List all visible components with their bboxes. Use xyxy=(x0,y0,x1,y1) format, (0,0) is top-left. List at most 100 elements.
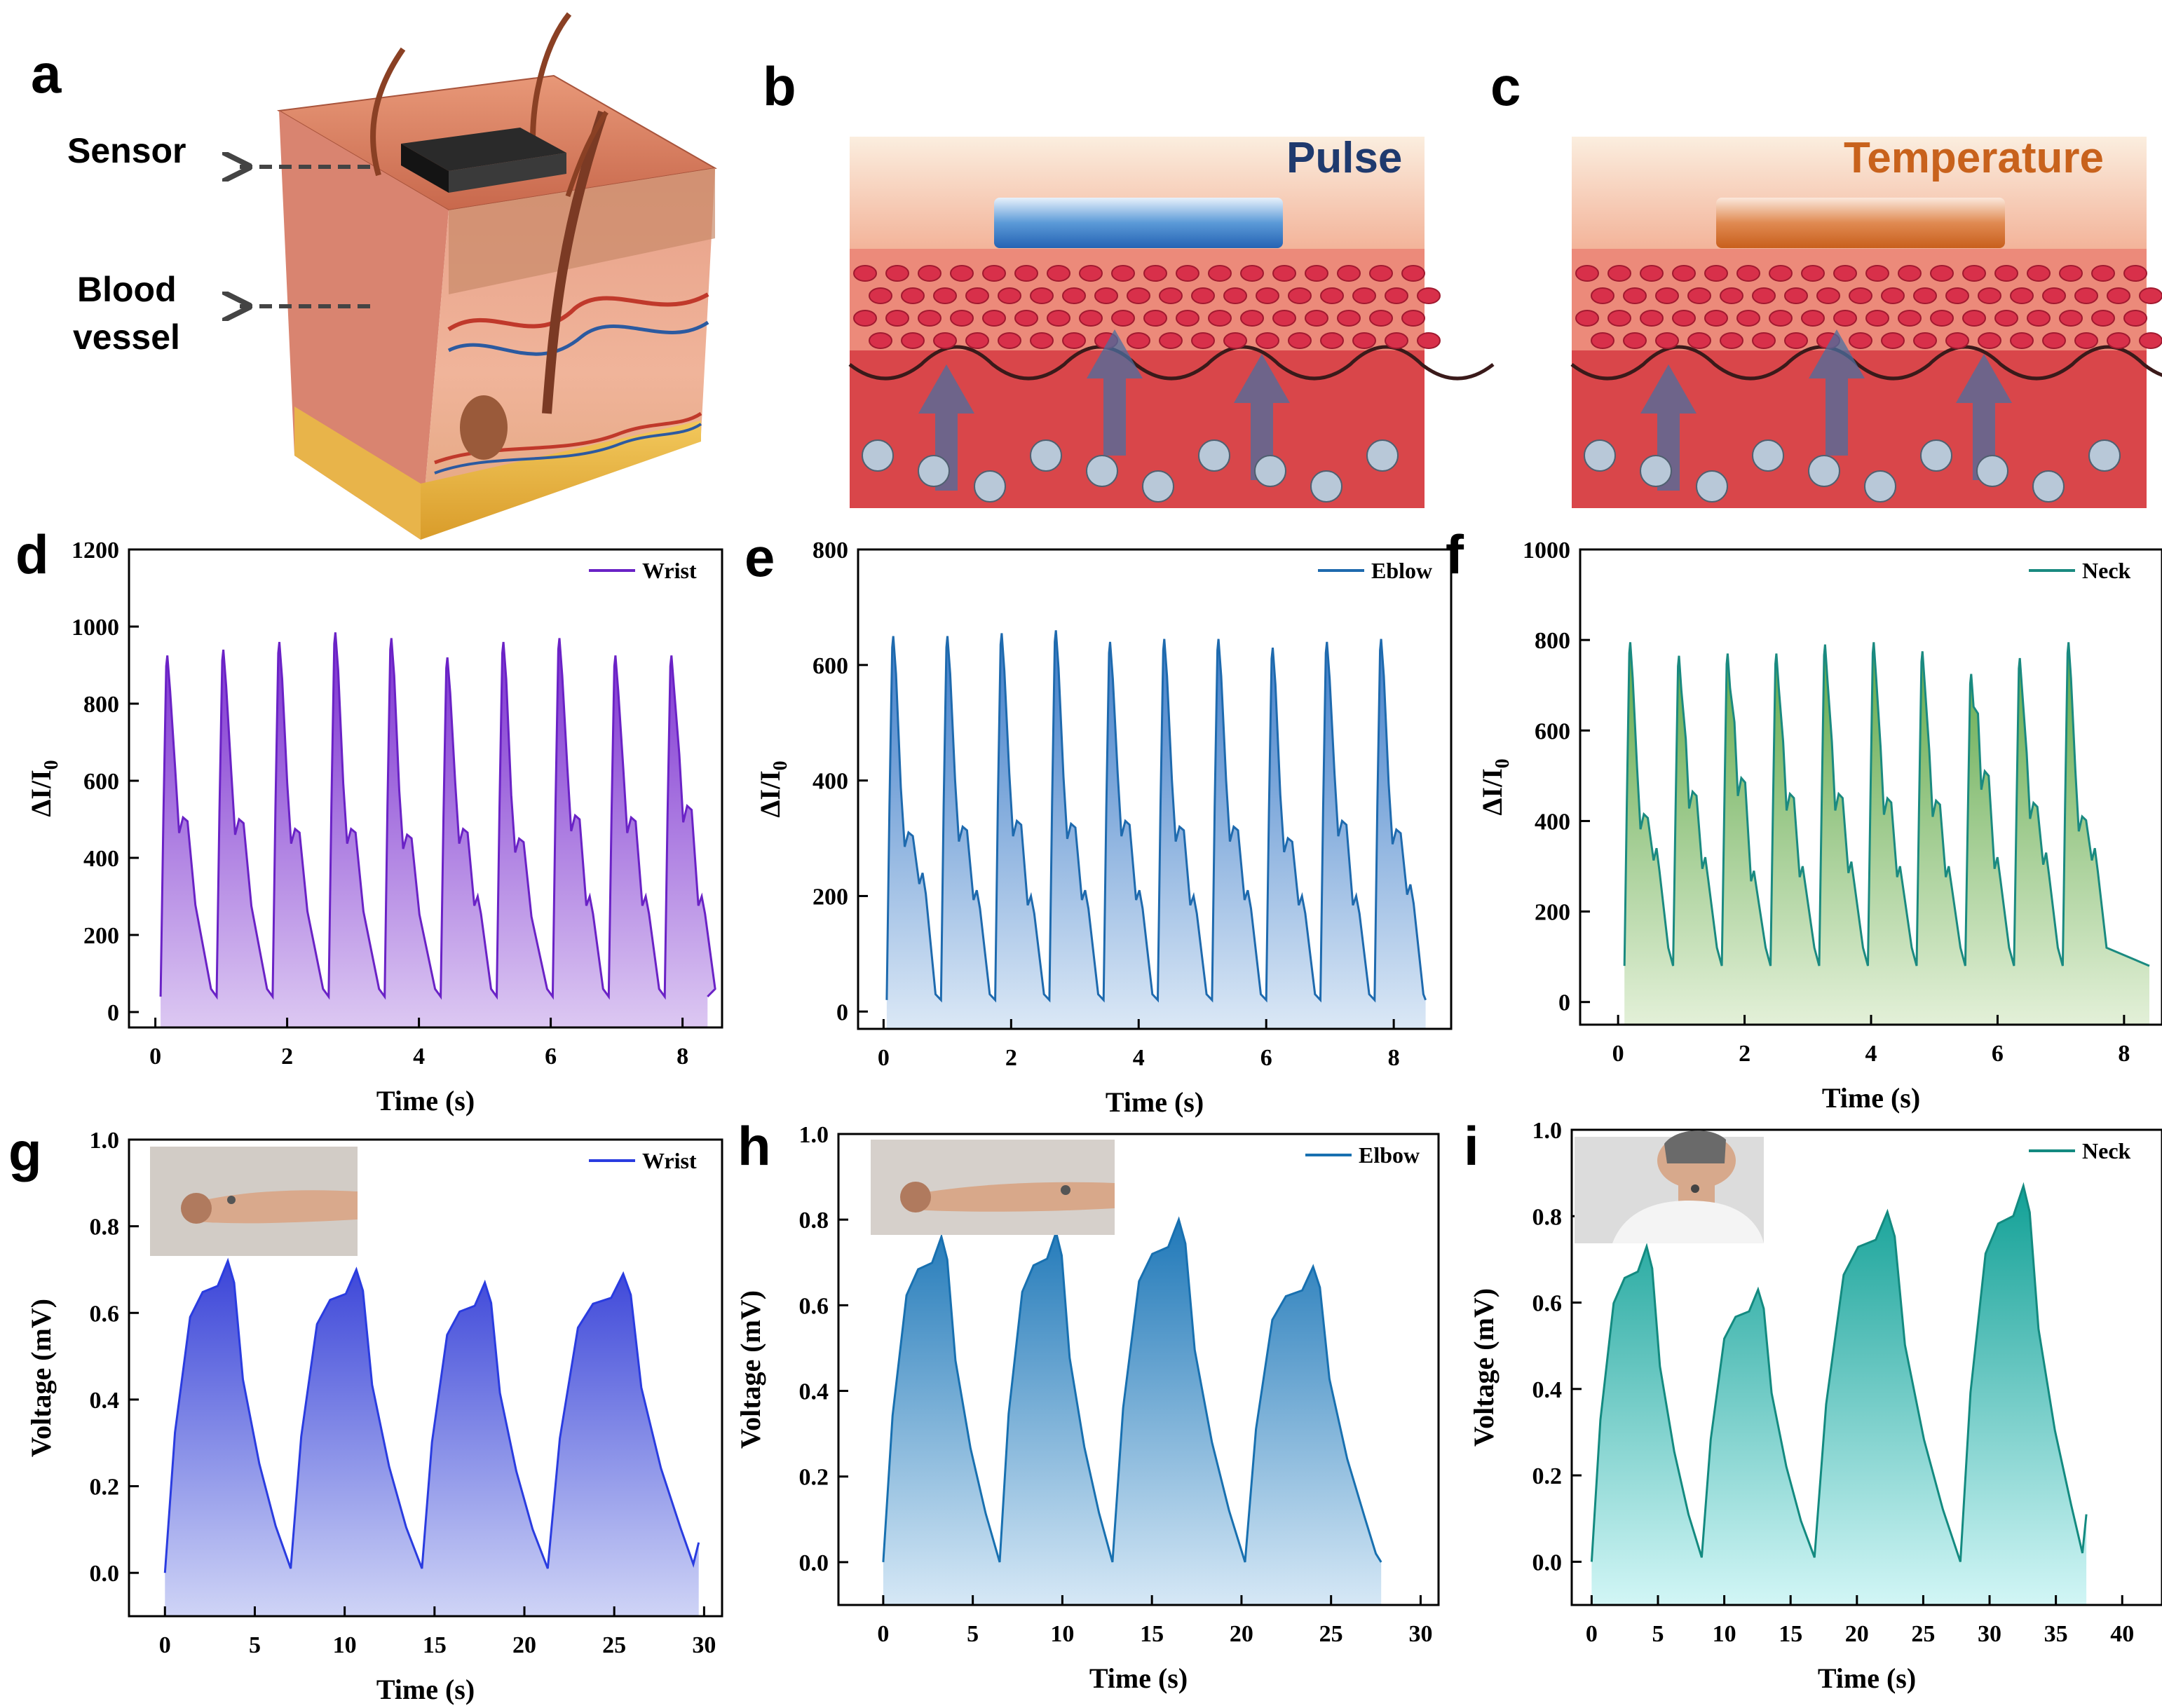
red-blood-cell xyxy=(1030,287,1054,304)
red-blood-cell xyxy=(2010,332,2034,349)
x-tick-label: 15 xyxy=(1140,1621,1164,1647)
red-blood-cell xyxy=(1833,265,1857,282)
red-blood-cell xyxy=(1913,287,1937,304)
red-blood-cell xyxy=(2059,265,2083,282)
red-blood-cell xyxy=(1575,265,1599,282)
red-blood-cell xyxy=(1640,310,1664,327)
tissue-cell xyxy=(1864,470,1896,503)
red-blood-cell xyxy=(1752,332,1776,349)
red-blood-cell xyxy=(1337,310,1361,327)
upward-arrow-icon xyxy=(1087,329,1143,456)
red-blood-cell xyxy=(1978,332,2001,349)
red-blood-cell xyxy=(1030,332,1054,349)
x-tick-label: 10 xyxy=(1050,1621,1074,1647)
upward-arrow-icon xyxy=(1640,364,1697,491)
red-blood-cell xyxy=(1369,265,1393,282)
x-tick-label: 0 xyxy=(877,1621,889,1647)
chart-f-neck-pulse: 0 2 4 6 8 0 200 400 600 800 1000 Time (s) ΔI/I0 Neck xyxy=(1476,538,2162,1114)
red-blood-cell xyxy=(1962,310,1986,327)
series-line-eblow xyxy=(885,630,1427,1003)
red-blood-cell xyxy=(1079,310,1103,327)
red-blood-cell xyxy=(1623,332,1647,349)
x-tick-label: 2 xyxy=(1739,1041,1750,1067)
red-blood-cell xyxy=(2027,265,2051,282)
red-blood-cell xyxy=(1687,287,1711,304)
red-blood-cell xyxy=(885,265,909,282)
x-tick-label: 25 xyxy=(602,1632,626,1658)
y-tick-label: 1.0 xyxy=(90,1128,120,1154)
red-blood-cell xyxy=(1849,287,1872,304)
red-blood-cell xyxy=(1417,332,1441,349)
x-axis-label: Time (s) xyxy=(1822,1082,1920,1114)
tissue-cell xyxy=(1976,455,2008,487)
x-tick-label: 5 xyxy=(1652,1621,1664,1647)
red-blood-cell xyxy=(2091,310,2115,327)
red-blood-cell xyxy=(1881,332,1905,349)
red-blood-cell xyxy=(1047,310,1070,327)
red-blood-cell xyxy=(1401,265,1425,282)
red-blood-cell xyxy=(1898,265,1922,282)
red-blood-cell xyxy=(1784,287,1808,304)
red-blood-cell xyxy=(869,287,892,304)
red-blood-cell xyxy=(1143,310,1167,327)
tissue-cell xyxy=(1254,455,1286,487)
red-blood-cell xyxy=(2059,310,2083,327)
x-tick-label: 8 xyxy=(1388,1045,1400,1071)
panel-label-b: b xyxy=(763,55,796,117)
red-blood-cell xyxy=(1978,287,2001,304)
red-blood-cell xyxy=(2107,332,2130,349)
y-tick-label: 1.0 xyxy=(1532,1118,1563,1144)
red-blood-cell xyxy=(1801,265,1825,282)
legend-label: Wrist xyxy=(642,1148,697,1173)
red-blood-cell xyxy=(1704,265,1728,282)
tissue-cell xyxy=(974,470,1006,503)
x-tick-label: 30 xyxy=(692,1632,716,1658)
x-axis-label: Time (s) xyxy=(1089,1662,1188,1694)
red-blood-cell xyxy=(1591,332,1614,349)
tissue-cell xyxy=(1198,439,1230,472)
y-tick-label: 1.0 xyxy=(799,1122,829,1148)
neck-photo-inset xyxy=(1575,1130,1764,1243)
tissue-cell xyxy=(1920,439,1952,472)
tissue-cell xyxy=(1086,455,1118,487)
red-blood-cell xyxy=(2010,287,2034,304)
red-blood-cell xyxy=(1111,310,1135,327)
x-tick-label: 8 xyxy=(2118,1041,2130,1067)
red-blood-cell xyxy=(1208,265,1232,282)
panel-label-f: f xyxy=(1446,524,1464,585)
red-blood-cell xyxy=(1801,310,1825,327)
x-tick-label: 20 xyxy=(512,1632,536,1658)
red-blood-cell xyxy=(1736,310,1760,327)
red-blood-cell xyxy=(1352,287,1376,304)
red-blood-cell xyxy=(1784,332,1808,349)
red-blood-cell xyxy=(918,310,941,327)
red-blood-cell xyxy=(853,310,877,327)
x-tick-label: 0 xyxy=(878,1045,890,1071)
y-tick-label: 0.2 xyxy=(90,1475,120,1501)
y-tick-label: 0 xyxy=(107,1000,119,1026)
y-tick-label: 0.4 xyxy=(799,1379,829,1405)
red-blood-cell xyxy=(1256,287,1279,304)
red-blood-cell xyxy=(1320,287,1344,304)
red-blood-cell xyxy=(933,287,957,304)
red-blood-cell xyxy=(982,265,1006,282)
temperature-title: Temperature xyxy=(1844,134,2104,182)
red-blood-cell xyxy=(1607,265,1631,282)
red-blood-cell xyxy=(1079,265,1103,282)
tissue-cell xyxy=(1366,439,1399,472)
y-tick-label: 800 xyxy=(83,692,119,718)
red-blood-cell xyxy=(1272,310,1296,327)
red-blood-cell xyxy=(1047,265,1070,282)
legend-label: Elbow xyxy=(1359,1142,1420,1168)
red-blood-cell xyxy=(1704,310,1728,327)
sensor-annotation: Sensor xyxy=(67,131,370,170)
y-tick-label: 200 xyxy=(813,884,848,910)
red-blood-cell xyxy=(1014,265,1038,282)
red-blood-cell xyxy=(1687,332,1711,349)
red-blood-cell xyxy=(1672,310,1696,327)
tissue-cell xyxy=(1030,439,1062,472)
tissue-cell xyxy=(1640,455,1672,487)
red-blood-cell xyxy=(1191,287,1215,304)
x-tick-label: 0 xyxy=(159,1632,171,1658)
red-blood-cell xyxy=(1143,265,1167,282)
